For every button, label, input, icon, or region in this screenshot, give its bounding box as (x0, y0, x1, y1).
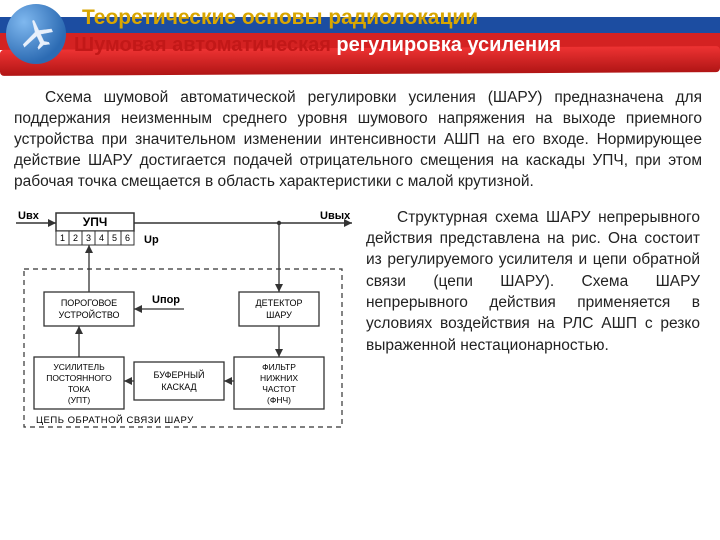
svg-text:5: 5 (112, 233, 117, 243)
label-up: Uр (144, 234, 159, 246)
svg-text:НИЖНИХ: НИЖНИХ (260, 373, 298, 383)
svg-text:ТОКА: ТОКА (68, 384, 90, 394)
feedback-caption: ЦЕПЬ ОБРАТНОЙ СВЯЗИ ШАРУ (36, 414, 194, 426)
svg-text:6: 6 (125, 233, 130, 243)
label-upch: УПЧ (83, 215, 108, 229)
label-uout: Uвых (320, 210, 351, 222)
svg-text:3: 3 (86, 233, 91, 243)
svg-text:ЧАСТОТ: ЧАСТОТ (262, 384, 296, 394)
slide-header: Теоретические основы радиолокации Шумова… (0, 0, 720, 78)
svg-text:УСИЛИТЕЛЬ: УСИЛИТЕЛЬ (53, 362, 105, 372)
svg-text:(ФНЧ): (ФНЧ) (267, 395, 291, 405)
svg-text:ПОСТОЯННОГО: ПОСТОЯННОГО (46, 373, 112, 383)
block-diagram: Uвх Uвых УПЧ 1 2 3 4 5 (14, 207, 354, 442)
svg-text:КАСКАД: КАСКАД (161, 382, 196, 392)
svg-text:ФИЛЬТР: ФИЛЬТР (262, 362, 296, 372)
svg-text:1: 1 (60, 233, 65, 243)
title2-part2: регулировка усиления (331, 34, 561, 56)
svg-text:4: 4 (99, 233, 104, 243)
svg-text:ПОРОГОВОЕ: ПОРОГОВОЕ (61, 298, 117, 308)
svg-text:(УПТ): (УПТ) (68, 395, 91, 405)
svg-text:Uпор: Uпор (152, 294, 180, 306)
lower-row: Uвх Uвых УПЧ 1 2 3 4 5 (14, 207, 702, 442)
svg-text:ДЕТЕКТОР: ДЕТЕКТОР (256, 298, 303, 308)
airplane-icon (16, 14, 56, 54)
svg-text:2: 2 (73, 233, 78, 243)
title1-text: Теоретические основы радиолокации (82, 6, 478, 29)
svg-text:УСТРОЙСТВО: УСТРОЙСТВО (58, 309, 119, 320)
label-uin: Uвх (18, 210, 40, 222)
content-area: Схема шумовой автоматической регулировки… (0, 78, 720, 442)
slide-title-line1: Теоретические основы радиолокации (82, 6, 478, 30)
title2-part1: Шумовая автоматическая (74, 34, 331, 56)
svg-text:БУФЕРНЫЙ: БУФЕРНЫЙ (154, 369, 205, 380)
paragraph-2: Структурная схема ШАРУ непрерывного дейс… (366, 207, 702, 442)
svg-text:ШАРУ: ШАРУ (266, 310, 292, 320)
airplane-logo (6, 4, 66, 64)
slide-title-line2: Шумовая автоматическая регулировка усиле… (74, 34, 561, 57)
paragraph-1: Схема шумовой автоматической регулировки… (14, 88, 702, 193)
